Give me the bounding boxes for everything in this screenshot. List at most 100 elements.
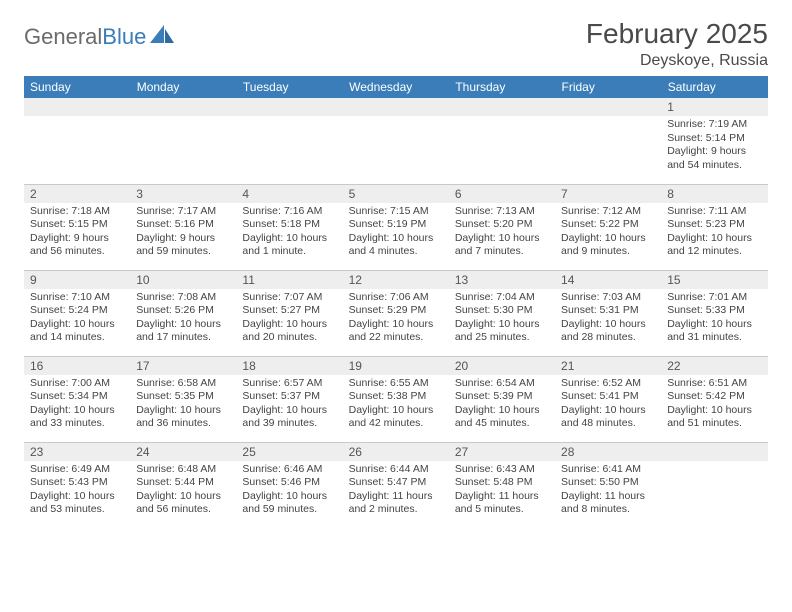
day-details [343,116,449,122]
day-detail-line: Sunset: 5:15 PM [30,218,124,232]
day-detail-line: Daylight: 10 hours and 9 minutes. [561,232,655,259]
day-number [661,443,767,461]
location-label: Deyskoye, Russia [586,52,768,70]
day-number: 23 [24,443,130,461]
calendar-day-cell: 13Sunrise: 7:04 AMSunset: 5:30 PMDayligh… [449,270,555,356]
day-details: Sunrise: 6:48 AMSunset: 5:44 PMDaylight:… [130,461,236,522]
calendar-empty-cell [661,442,767,528]
day-detail-line: Sunrise: 6:54 AM [455,377,549,391]
day-number: 22 [661,357,767,375]
weekday-header: Thursday [449,76,555,98]
day-detail-line: Sunrise: 6:52 AM [561,377,655,391]
calendar-day-cell: 16Sunrise: 7:00 AMSunset: 5:34 PMDayligh… [24,356,130,442]
page-header: GeneralBlue February 2025 Deyskoye, Russ… [24,18,768,70]
day-detail-line: Sunrise: 6:41 AM [561,463,655,477]
day-details: Sunrise: 6:41 AMSunset: 5:50 PMDaylight:… [555,461,661,522]
calendar-page: GeneralBlue February 2025 Deyskoye, Russ… [0,0,792,528]
day-details [236,116,342,122]
calendar-day-cell: 20Sunrise: 6:54 AMSunset: 5:39 PMDayligh… [449,356,555,442]
day-details: Sunrise: 7:01 AMSunset: 5:33 PMDaylight:… [661,289,767,350]
calendar-day-cell: 7Sunrise: 7:12 AMSunset: 5:22 PMDaylight… [555,184,661,270]
day-details [449,116,555,122]
day-detail-line: Sunrise: 7:10 AM [30,291,124,305]
calendar-day-cell: 6Sunrise: 7:13 AMSunset: 5:20 PMDaylight… [449,184,555,270]
day-details [661,461,767,467]
calendar-day-cell: 17Sunrise: 6:58 AMSunset: 5:35 PMDayligh… [130,356,236,442]
day-number: 16 [24,357,130,375]
calendar-header-row: SundayMondayTuesdayWednesdayThursdayFrid… [24,76,768,98]
calendar-day-cell: 27Sunrise: 6:43 AMSunset: 5:48 PMDayligh… [449,442,555,528]
day-detail-line: Sunset: 5:50 PM [561,476,655,490]
day-details: Sunrise: 6:58 AMSunset: 5:35 PMDaylight:… [130,375,236,436]
day-detail-line: Sunset: 5:27 PM [242,304,336,318]
day-details: Sunrise: 7:04 AMSunset: 5:30 PMDaylight:… [449,289,555,350]
day-detail-line: Sunrise: 7:15 AM [349,205,443,219]
day-details: Sunrise: 6:54 AMSunset: 5:39 PMDaylight:… [449,375,555,436]
day-details: Sunrise: 7:16 AMSunset: 5:18 PMDaylight:… [236,203,342,264]
calendar-empty-cell [130,98,236,184]
day-number: 12 [343,271,449,289]
day-details: Sunrise: 7:18 AMSunset: 5:15 PMDaylight:… [24,203,130,264]
day-detail-line: Sunrise: 6:48 AM [136,463,230,477]
day-detail-line: Sunset: 5:26 PM [136,304,230,318]
day-detail-line: Daylight: 10 hours and 17 minutes. [136,318,230,345]
calendar-day-cell: 1Sunrise: 7:19 AMSunset: 5:14 PMDaylight… [661,98,767,184]
day-detail-line: Daylight: 9 hours and 59 minutes. [136,232,230,259]
day-detail-line: Sunset: 5:42 PM [667,390,761,404]
calendar-week-row: 2Sunrise: 7:18 AMSunset: 5:15 PMDaylight… [24,184,768,270]
weekday-header: Friday [555,76,661,98]
day-details: Sunrise: 7:06 AMSunset: 5:29 PMDaylight:… [343,289,449,350]
day-detail-line: Daylight: 10 hours and 59 minutes. [242,490,336,517]
calendar-week-row: 1Sunrise: 7:19 AMSunset: 5:14 PMDaylight… [24,98,768,184]
day-number: 14 [555,271,661,289]
day-number [555,98,661,116]
day-details: Sunrise: 7:13 AMSunset: 5:20 PMDaylight:… [449,203,555,264]
brand-part1: General [24,24,102,49]
day-detail-line: Daylight: 9 hours and 56 minutes. [30,232,124,259]
calendar-day-cell: 18Sunrise: 6:57 AMSunset: 5:37 PMDayligh… [236,356,342,442]
day-detail-line: Sunrise: 7:11 AM [667,205,761,219]
day-detail-line: Daylight: 10 hours and 48 minutes. [561,404,655,431]
day-number: 6 [449,185,555,203]
day-number: 24 [130,443,236,461]
day-detail-line: Daylight: 10 hours and 25 minutes. [455,318,549,345]
day-detail-line: Sunrise: 6:57 AM [242,377,336,391]
day-detail-line: Sunset: 5:39 PM [455,390,549,404]
calendar-day-cell: 23Sunrise: 6:49 AMSunset: 5:43 PMDayligh… [24,442,130,528]
day-number: 8 [661,185,767,203]
day-detail-line: Sunrise: 7:18 AM [30,205,124,219]
day-detail-line: Sunrise: 7:06 AM [349,291,443,305]
day-detail-line: Daylight: 10 hours and 22 minutes. [349,318,443,345]
day-detail-line: Daylight: 10 hours and 31 minutes. [667,318,761,345]
day-number: 17 [130,357,236,375]
day-detail-line: Sunset: 5:37 PM [242,390,336,404]
day-details: Sunrise: 7:17 AMSunset: 5:16 PMDaylight:… [130,203,236,264]
day-number: 4 [236,185,342,203]
day-detail-line: Daylight: 10 hours and 4 minutes. [349,232,443,259]
day-detail-line: Sunrise: 6:49 AM [30,463,124,477]
day-number [343,98,449,116]
day-detail-line: Sunset: 5:46 PM [242,476,336,490]
calendar-body: 1Sunrise: 7:19 AMSunset: 5:14 PMDaylight… [24,98,768,528]
day-detail-line: Daylight: 9 hours and 54 minutes. [667,145,761,172]
day-detail-line: Daylight: 10 hours and 45 minutes. [455,404,549,431]
calendar-day-cell: 26Sunrise: 6:44 AMSunset: 5:47 PMDayligh… [343,442,449,528]
weekday-header: Wednesday [343,76,449,98]
day-details: Sunrise: 7:15 AMSunset: 5:19 PMDaylight:… [343,203,449,264]
day-detail-line: Sunset: 5:47 PM [349,476,443,490]
day-number: 10 [130,271,236,289]
day-detail-line: Sunrise: 7:16 AM [242,205,336,219]
day-detail-line: Daylight: 10 hours and 14 minutes. [30,318,124,345]
day-detail-line: Sunrise: 6:46 AM [242,463,336,477]
day-details: Sunrise: 7:19 AMSunset: 5:14 PMDaylight:… [661,116,767,177]
day-detail-line: Sunset: 5:38 PM [349,390,443,404]
calendar-empty-cell [343,98,449,184]
day-detail-line: Sunrise: 7:19 AM [667,118,761,132]
day-details: Sunrise: 7:07 AMSunset: 5:27 PMDaylight:… [236,289,342,350]
day-detail-line: Sunset: 5:35 PM [136,390,230,404]
day-detail-line: Sunset: 5:34 PM [30,390,124,404]
calendar-day-cell: 28Sunrise: 6:41 AMSunset: 5:50 PMDayligh… [555,442,661,528]
calendar-empty-cell [449,98,555,184]
day-detail-line: Sunset: 5:29 PM [349,304,443,318]
day-number: 3 [130,185,236,203]
